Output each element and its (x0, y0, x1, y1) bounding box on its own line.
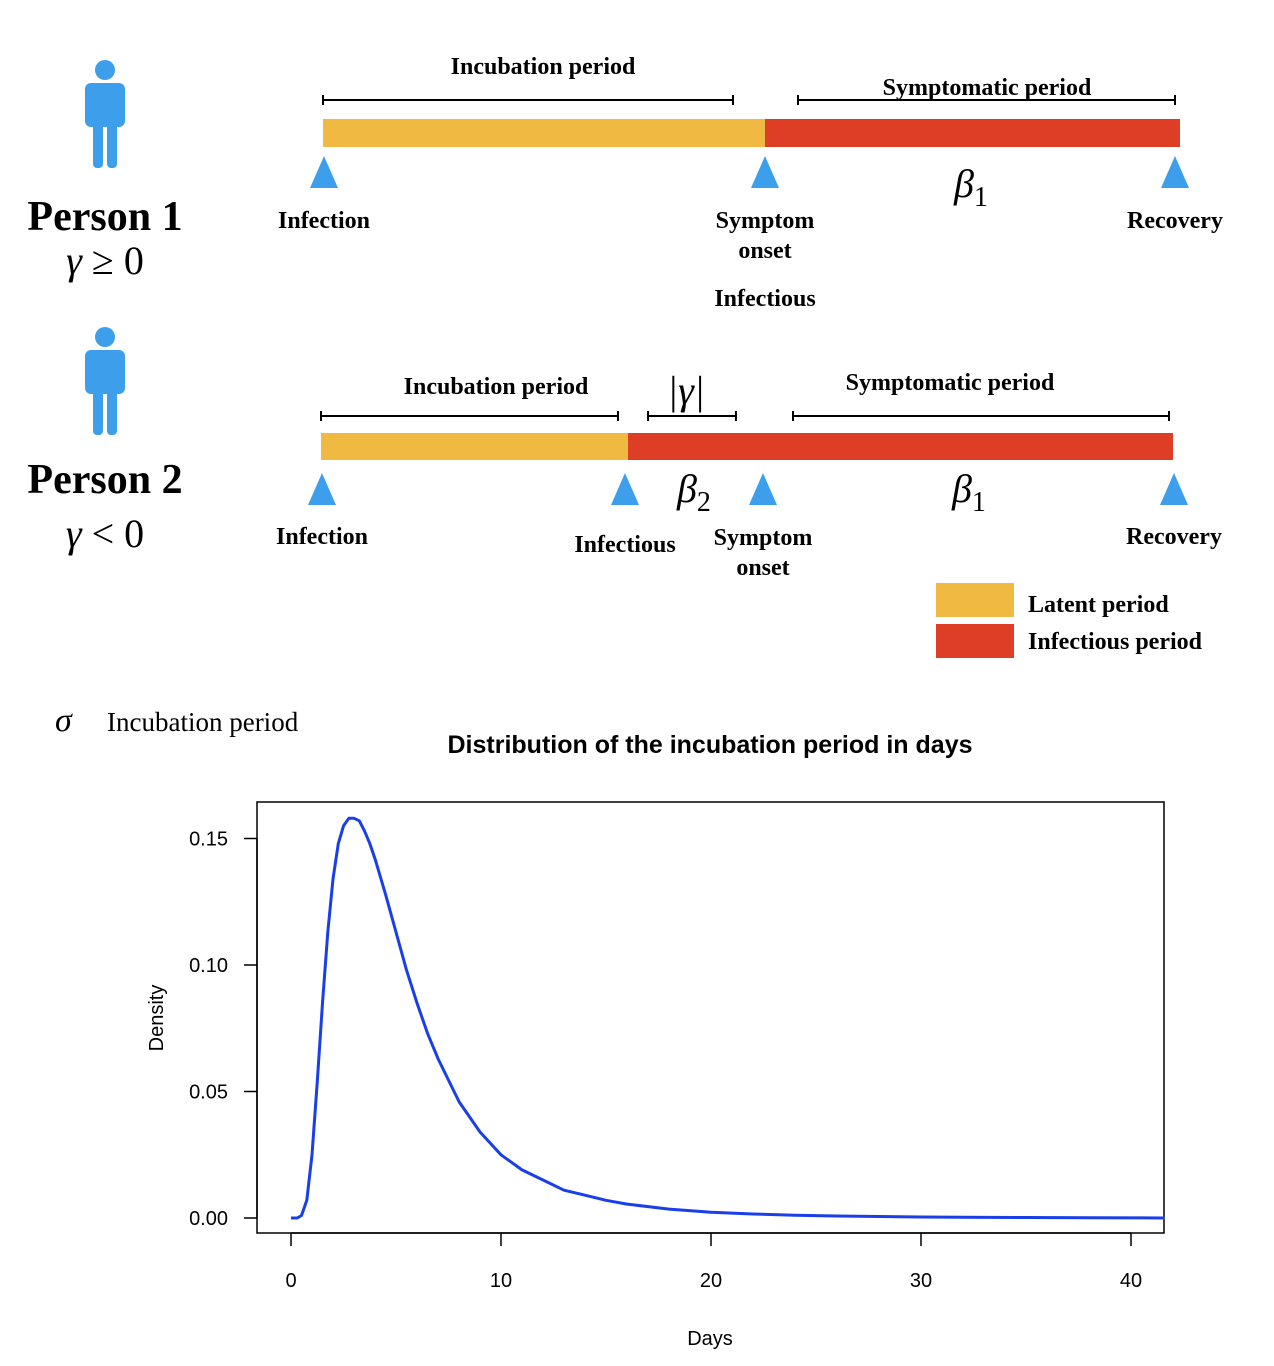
gamma-symbol: γ (66, 511, 83, 556)
person-1-condition: γ ≥ 0 (66, 238, 144, 283)
x-tick-label: 10 (490, 1270, 512, 1292)
latent-period-bar-1 (323, 119, 765, 147)
x-tick-label: 20 (700, 1270, 722, 1292)
x-tick-label: 40 (1120, 1270, 1142, 1292)
infectious-period-bar-1 (765, 119, 1180, 147)
person-1-icon (85, 60, 125, 168)
onset-label-2: onset (736, 555, 789, 581)
beta-2-label: β2 (676, 466, 711, 518)
gamma-symbol: γ (66, 238, 83, 283)
symptomatic-bracket-1 (797, 95, 1176, 105)
person-2-name: Person 2 (27, 457, 182, 503)
infection-marker-1 (310, 156, 338, 188)
legend: Latent period Infectious period (936, 583, 1203, 658)
symptom-onset-marker-1 (751, 156, 779, 188)
onset-label-1: onset (738, 238, 791, 264)
symptomatic-period-label-1: Symptomatic period (883, 75, 1092, 101)
plot-frame (256, 801, 1165, 1234)
symptomatic-bracket-2 (792, 411, 1170, 421)
beta-1-label-person-1: β1 (953, 161, 988, 213)
person-2-icon (85, 327, 125, 435)
symptomatic-period-label-2: Symptomatic period (846, 370, 1055, 396)
condition-operator: ≥ 0 (82, 238, 144, 283)
x-axis-title: Days (687, 1328, 733, 1350)
latent-period-bar-2 (321, 433, 628, 460)
symptom-onset-marker-2 (749, 473, 777, 505)
recovery-marker-1 (1161, 156, 1189, 188)
density-curve (291, 816, 1165, 1220)
symptom-label-2: Symptom (714, 525, 813, 551)
infectious-period-bar-2 (628, 433, 1173, 460)
legend-latent-swatch (936, 583, 1014, 617)
y-tick-label: 0.10 (189, 955, 228, 977)
beta-1-label-person-2: β1 (951, 466, 986, 518)
chart-title: Distribution of the incubation period in… (448, 731, 973, 759)
x-tick-label: 0 (285, 1270, 296, 1292)
condition-operator: < 0 (82, 511, 145, 556)
infection-marker-2 (308, 473, 336, 505)
symptom-label-1: Symptom (716, 208, 815, 234)
y-tick-label: 0.15 (189, 829, 228, 851)
y-tick-label: 0.05 (189, 1082, 228, 1104)
x-tick-label: 30 (910, 1270, 932, 1292)
recovery-marker-2 (1160, 473, 1188, 505)
sigma-label: Incubation period (107, 707, 299, 737)
infection-label-2: Infection (276, 524, 368, 550)
legend-infectious-swatch (936, 624, 1014, 658)
legend-latent-label: Latent period (1028, 592, 1169, 618)
x-axis: 0 10 20 30 40 (285, 1232, 1142, 1292)
sigma-symbol: σ (55, 702, 73, 739)
incubation-period-label-1: Incubation period (451, 54, 636, 80)
incubation-bracket-2 (320, 411, 619, 421)
infectious-marker-2 (611, 473, 639, 505)
incubation-bracket-1 (322, 95, 734, 105)
y-axis: 0.00 0.05 0.10 0.15 (189, 829, 258, 1230)
y-axis-title: Density (146, 985, 168, 1052)
legend-infectious-label: Infectious period (1028, 629, 1203, 655)
recovery-label-1: Recovery (1127, 208, 1223, 234)
infection-label-1: Infection (278, 208, 370, 234)
infectious-label-1: Infectious (714, 286, 815, 312)
recovery-label-2: Recovery (1126, 524, 1222, 550)
gamma-gap-bracket (647, 411, 737, 421)
person-1-name: Person 1 (27, 194, 182, 240)
gamma-gap-label: |γ| (667, 368, 705, 413)
incubation-period-label-2: Incubation period (404, 374, 589, 400)
person-2-condition: γ < 0 (66, 511, 144, 556)
y-tick-label: 0.00 (189, 1208, 228, 1230)
infectious-label-2: Infectious (574, 532, 675, 558)
